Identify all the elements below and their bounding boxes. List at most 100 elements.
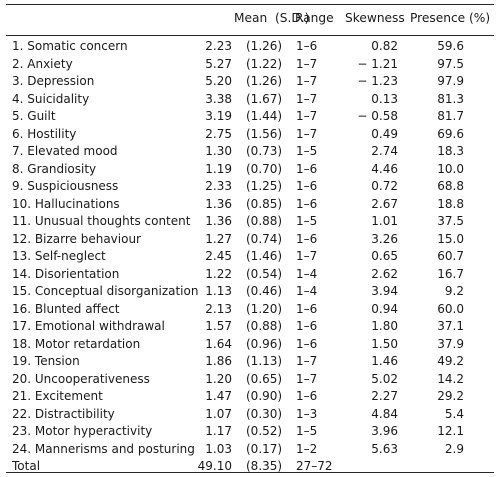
cell-mean: 1.30	[205, 144, 232, 158]
cell-skewness: 2.62	[371, 266, 398, 281]
cell-range: 1–7	[296, 109, 318, 123]
cell-item: 6. Hostility	[12, 126, 77, 141]
cell-sd: (1.26)	[246, 39, 283, 53]
cell-item: 22. Distractibility	[12, 406, 115, 421]
table-row: 4. Suicidality 3.38 (1.67) 1–7 0.13 81.3	[0, 91, 500, 109]
cell-sd: (0.65)	[246, 371, 283, 386]
cell-mean: 1.36	[205, 196, 232, 211]
cell-skewness: 0.72	[371, 179, 398, 193]
cell-skewness: 1.50	[371, 336, 398, 351]
cell-mean: 1.13	[205, 284, 232, 298]
table-row: 8. Grandiosity 1.19 (0.70) 1–6 4.46 10.0	[0, 161, 500, 179]
cell-skewness: 1.80	[371, 319, 398, 333]
header-skewness: Skewness	[345, 11, 405, 25]
table-row: 1. Somatic concern 2.23 (1.26) 1–6 0.82 59.6	[0, 38, 500, 56]
cell-mean: 5.20	[205, 74, 232, 88]
cell-skewness: 1.01	[371, 214, 398, 228]
cell-item: 2. Anxiety	[12, 56, 73, 71]
table-row: 20. Uncooperativeness 1.20 (0.65) 1–7 5.02 14…	[0, 371, 500, 389]
cell-presence: 37.1	[437, 319, 464, 333]
cell-range: 1–6	[296, 319, 318, 333]
cell-mean: 1.64	[205, 336, 232, 351]
cell-range: 1–6	[296, 161, 318, 176]
cell-sd: (0.70)	[246, 161, 283, 176]
table-row: 2. Anxiety 5.27 (1.22) 1–7 − 1.21 97.5	[0, 56, 500, 74]
cell-sd: (0.96)	[246, 336, 283, 351]
cell-mean: 1.07	[205, 406, 232, 421]
cell-presence: 49.2	[437, 354, 464, 368]
table-row: 7. Elevated mood 1.30 (0.73) 1–5 2.74 18.3	[0, 143, 500, 161]
cell-range: 1–4	[296, 266, 318, 281]
cell-skewness: 5.02	[371, 371, 398, 386]
cell-item: 21. Excitement	[12, 389, 103, 403]
cell-sd: (1.20)	[246, 301, 283, 316]
cell-sd: (0.52)	[246, 424, 283, 438]
cell-mean: 2.75	[205, 126, 232, 141]
cell-mean: 1.17	[205, 424, 232, 438]
table-row: 13. Self-neglect 2.45 (1.46) 1–7 0.65 60.7	[0, 248, 500, 266]
cell-range: 1–5	[296, 424, 318, 438]
cell-presence: 9.2	[444, 284, 464, 298]
cell-mean: 3.19	[205, 109, 232, 123]
cell-range: 1–7	[296, 371, 318, 386]
cell-presence: 18.8	[437, 196, 464, 211]
cell-range: 1–7	[296, 91, 318, 106]
cell-range: 1–7	[296, 249, 318, 263]
cell-mean: 1.47	[205, 389, 232, 403]
table-row: 9. Suspiciousness 2.33 (1.25) 1–6 0.72 68.8	[0, 178, 500, 196]
cell-presence: 60.7	[437, 249, 464, 263]
cell-skewness: 0.94	[371, 301, 398, 316]
cell-sd: (8.35)	[246, 459, 283, 473]
cell-mean: 49.10	[197, 459, 232, 473]
cell-presence: 60.0	[437, 301, 464, 316]
cell-mean: 2.33	[205, 179, 232, 193]
cell-presence: 68.8	[437, 179, 464, 193]
table-row: 22. Distractibility 1.07 (0.30) 1–3 4.84 5.4	[0, 406, 500, 424]
cell-skewness: 0.82	[371, 39, 398, 53]
cell-range: 1–5	[296, 144, 318, 158]
cell-presence: 97.5	[437, 56, 464, 71]
cell-skewness: 2.27	[371, 389, 398, 403]
table-row: 16. Blunted affect 2.13 (1.20) 1–6 0.94 60.0	[0, 301, 500, 319]
cell-range: 1–6	[296, 196, 318, 211]
cell-presence: 37.5	[437, 214, 464, 228]
table-row: 15. Conceptual disorganization 1.13 (0.46)…	[0, 283, 500, 301]
cell-sd: (0.30)	[246, 406, 283, 421]
table-row: 23. Motor hyperactivity 1.17 (0.52) 1–5 3.96…	[0, 423, 500, 441]
header-range: Range	[295, 11, 334, 25]
cell-item: 18. Motor retardation	[12, 336, 141, 351]
cell-presence: 69.6	[437, 126, 464, 141]
cell-skewness: 1.46	[371, 354, 398, 368]
cell-range: 27–72	[296, 459, 333, 473]
cell-mean: 1.20	[205, 371, 232, 386]
cell-range: 1–7	[296, 56, 318, 71]
cell-presence: 15.0	[437, 231, 464, 246]
cell-range: 1–5	[296, 214, 318, 228]
cell-skewness: 2.74	[371, 144, 398, 158]
cell-skewness: 3.94	[371, 284, 398, 298]
bottom-rule	[6, 472, 494, 473]
cell-range: 1–3	[296, 406, 318, 421]
cell-skewness: − 1.23	[357, 74, 398, 88]
cell-item: 14. Disorientation	[12, 266, 120, 281]
cell-mean: 1.36	[205, 214, 232, 228]
table-row: 14. Disorientation 1.22 (0.54) 1–4 2.62 16.7	[0, 266, 500, 284]
cell-mean: 1.19	[205, 161, 232, 176]
cell-item: 15. Conceptual disorganization	[12, 284, 199, 298]
cell-item: 8. Grandiosity	[12, 161, 97, 176]
cell-item: Total	[12, 459, 41, 473]
table-row: 24. Mannerisms and posturing 1.03 (0.17) 1–…	[0, 441, 500, 459]
cell-range: 1–6	[296, 39, 318, 53]
table-row: 5. Guilt 3.19 (1.44) 1–7 − 0.58 81.7	[0, 108, 500, 126]
cell-range: 1–6	[296, 389, 318, 403]
table-row: 18. Motor retardation 1.64 (0.96) 1–6 1.50 37…	[0, 336, 500, 354]
cell-skewness: 0.65	[371, 249, 398, 263]
cell-range: 1–7	[296, 354, 318, 368]
cell-mean: 2.45	[205, 249, 232, 263]
table-row: 6. Hostility 2.75 (1.56) 1–7 0.49 69.6	[0, 126, 500, 144]
cell-item: 4. Suicidality	[12, 91, 90, 106]
cell-range: 1–6	[296, 231, 318, 246]
table-row: 11. Unusual thoughts content 1.36 (0.88) 1–…	[0, 213, 500, 231]
cell-mean: 5.27	[205, 56, 232, 71]
